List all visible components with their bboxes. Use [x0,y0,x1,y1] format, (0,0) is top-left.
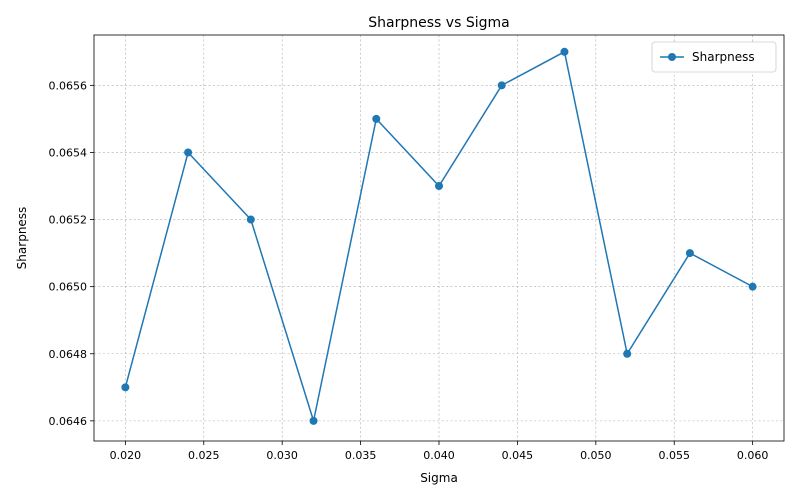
data-point [748,282,757,291]
y-tick-label: 0.0650 [49,281,88,294]
series-layer [121,47,757,425]
legend-label: Sharpness [692,50,755,64]
data-point [184,148,193,157]
x-axis-ticks: 0.020 0.025 0.030 0.035 0.040 0.045 0.050 0.055… [110,441,769,462]
y-tick-label: 0.0648 [49,348,88,361]
legend: Sharpness [651,41,777,73]
y-tick-label: 0.0656 [49,79,88,92]
data-point [560,47,569,56]
x-tick-label: 0.045 [502,449,534,462]
data-point [435,181,443,190]
x-tick-label: 0.050 [580,449,612,462]
data-point [372,114,381,123]
chart-title: Sharpness vs Sigma [368,15,509,31]
x-tick-label: 0.040 [423,449,455,462]
x-tick-label: 0.020 [110,449,142,462]
data-point [497,81,506,90]
y-axis-label: Sharpness [15,207,29,270]
x-tick-label: 0.030 [266,449,298,462]
y-axis-ticks: 0.0646 0.0648 0.0650 0.0652 0.0654 0.0656 [49,79,94,428]
x-tick-label: 0.035 [345,449,377,462]
data-point [623,349,632,358]
y-tick-label: 0.0654 [49,146,88,159]
x-tick-label: 0.055 [658,449,690,462]
data-point [309,416,318,425]
legend-box [651,41,777,73]
legend-marker-swatch [668,53,676,61]
data-point [685,249,694,258]
data-point [246,215,255,224]
data-point [121,383,130,392]
x-tick-label: 0.060 [737,449,769,462]
y-tick-label: 0.0646 [49,415,88,428]
y-tick-label: 0.0652 [49,214,88,227]
x-tick-label: 0.025 [188,449,220,462]
grid-lines [94,35,784,441]
x-axis-label: Sigma [420,471,458,485]
